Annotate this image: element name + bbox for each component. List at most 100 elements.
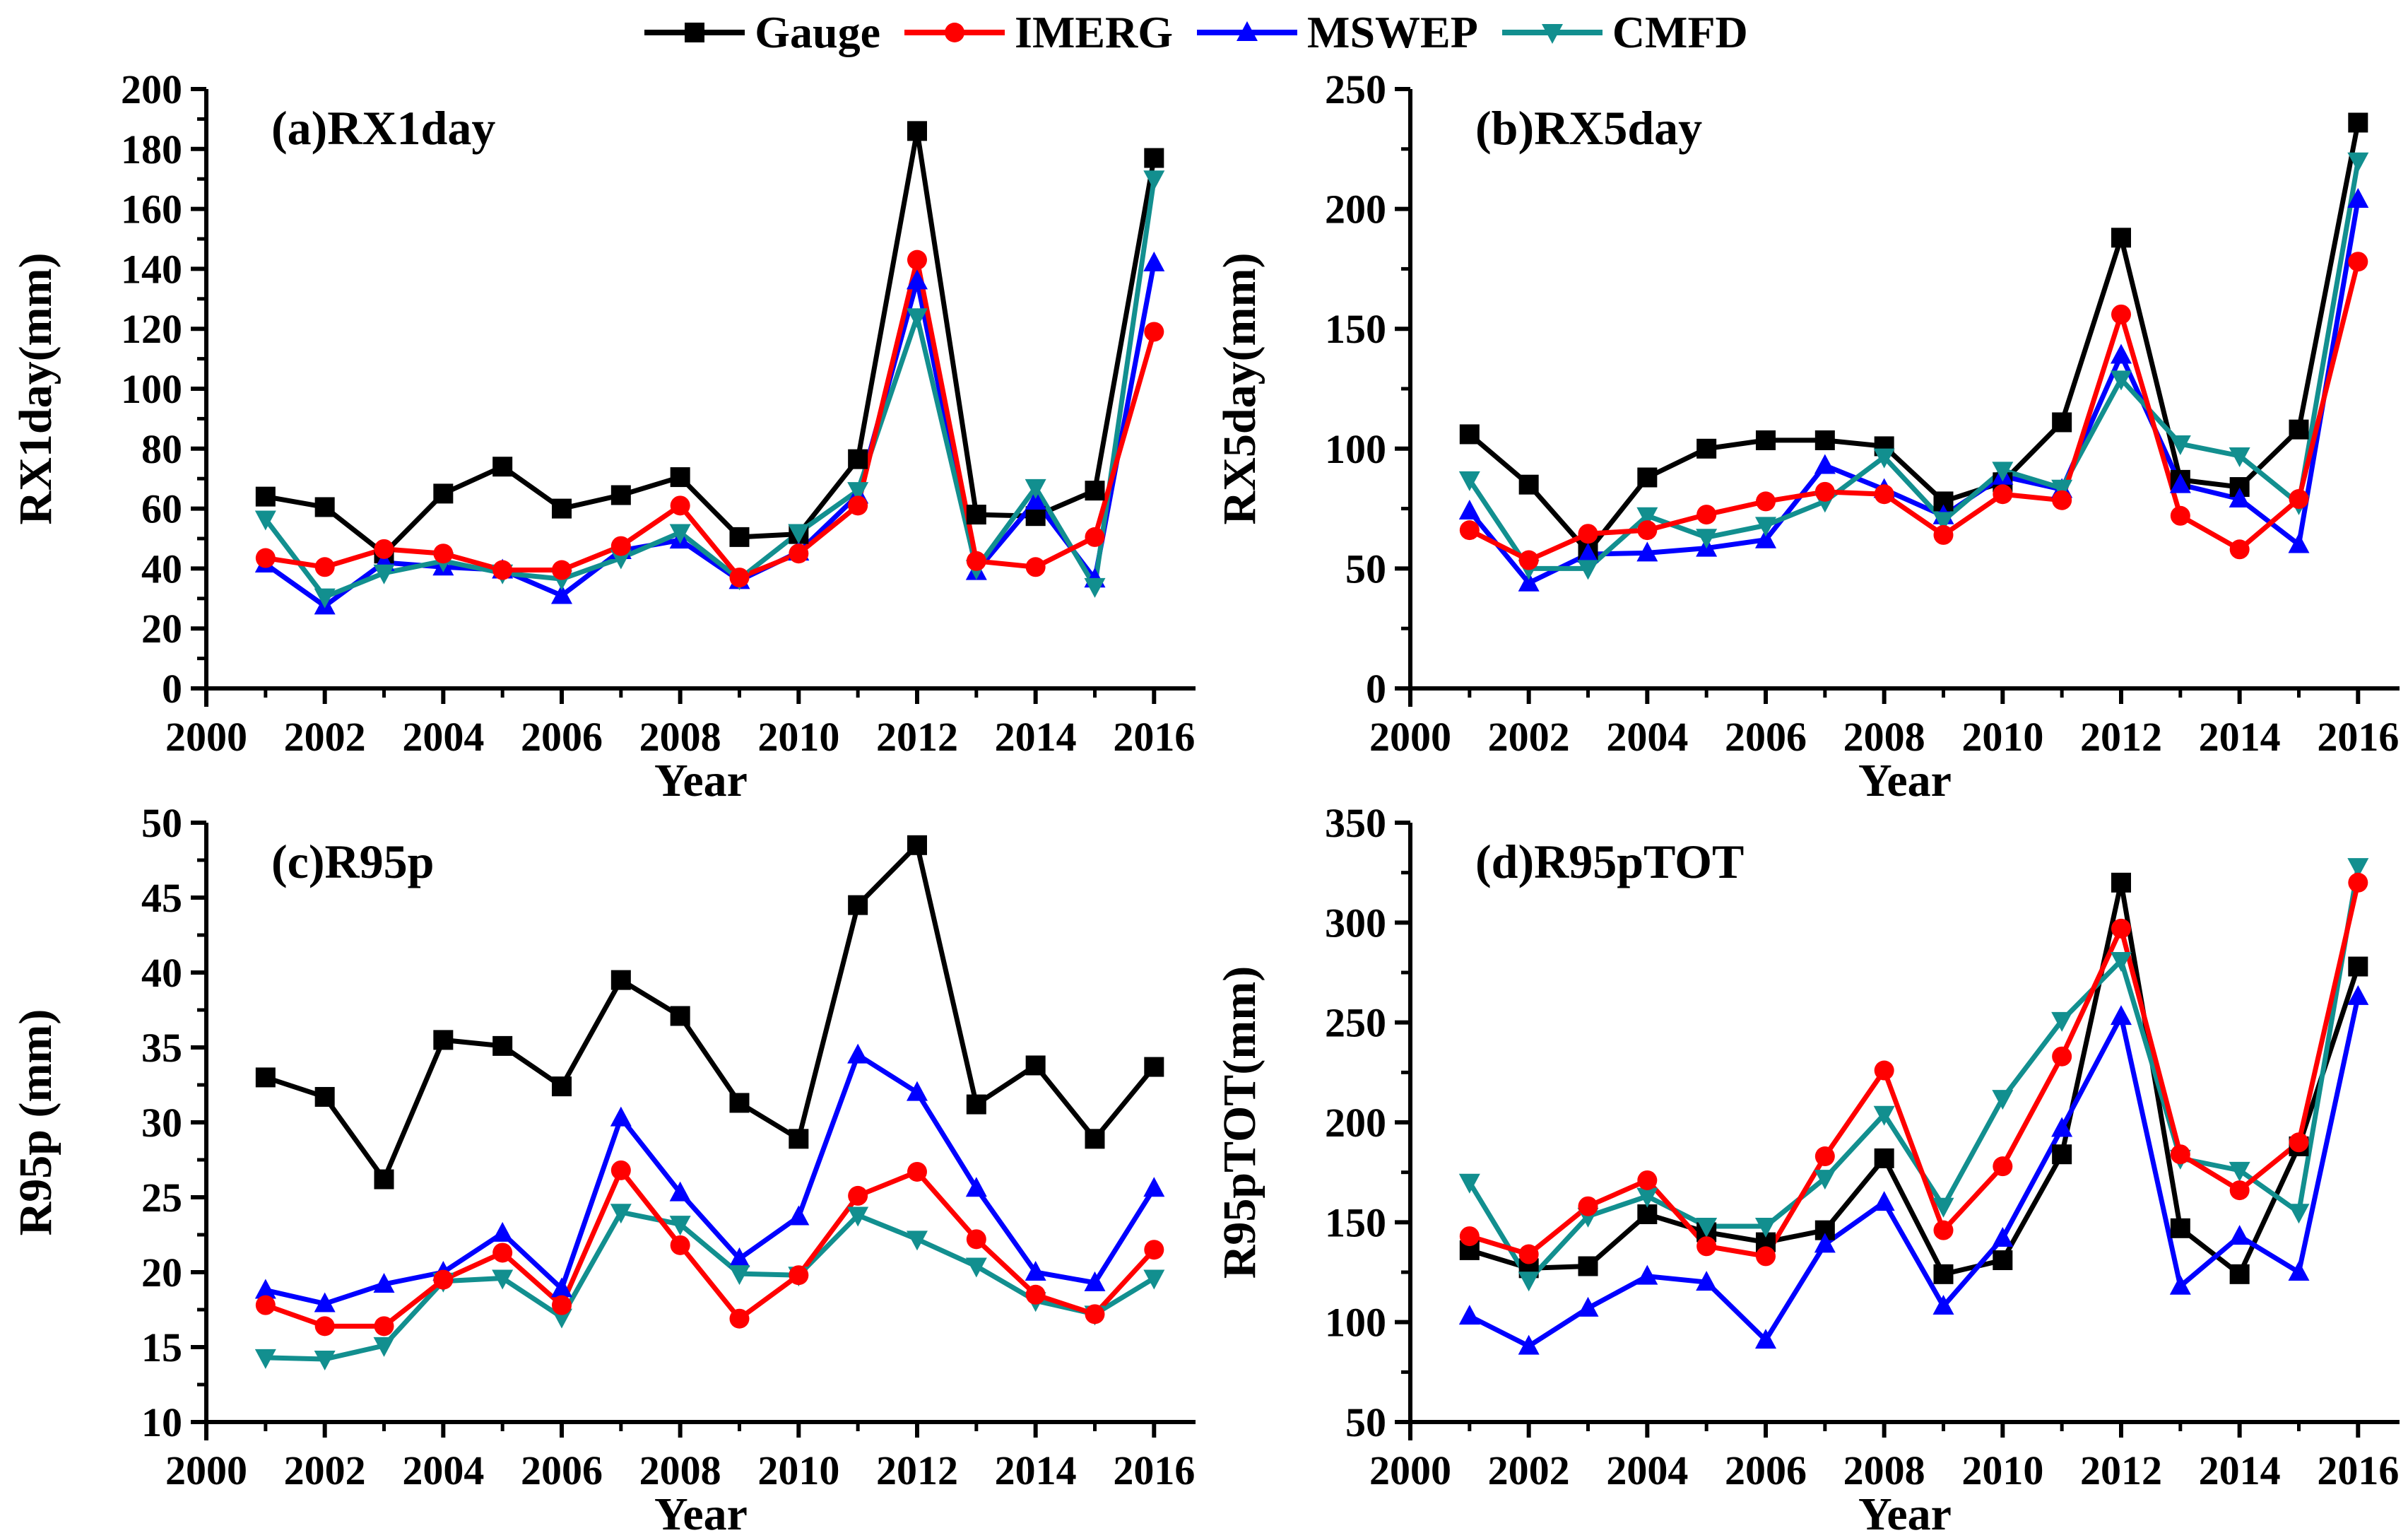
gauge-legend-glyph [685, 23, 705, 42]
x-tick-label: 2004 [1606, 1447, 1688, 1493]
x-tick-label: 2008 [639, 714, 721, 760]
mswep-marker-2015 [1084, 1271, 1106, 1291]
y-tick-label: 180 [121, 127, 182, 172]
mswep-legend-marker-icon [1197, 21, 1298, 41]
cmfd-marker-2012 [906, 1230, 928, 1251]
mswep-marker-2012 [906, 269, 928, 290]
imerg-marker-2015 [2289, 1132, 2309, 1153]
cmfd-marker-2005 [492, 1269, 514, 1290]
imerg-marker-2010 [789, 544, 809, 564]
gauge-marker-2009 [1933, 1264, 1954, 1284]
y-tick-label: 30 [141, 1100, 182, 1146]
x-tick-label: 2006 [1725, 714, 1807, 760]
gauge-marker-2005 [492, 1035, 513, 1056]
cmfd-marker-2001 [1458, 1173, 1480, 1194]
imerg-marker-2012 [2111, 304, 2131, 324]
gauge-marker-2012 [907, 835, 927, 855]
x-tick-label: 2016 [1113, 1447, 1195, 1493]
x-ticks: 2000 2002 2004 2006 2008 2010 2012 2014 2016 [165, 688, 1195, 760]
cmfd-marker-2007 [1814, 1170, 1836, 1190]
gauge-marker-2006 [1755, 430, 1776, 450]
y-tick-label: 40 [141, 950, 182, 996]
x-tick-label: 2012 [2080, 714, 2162, 760]
y-tick-label: 350 [1325, 800, 1386, 846]
x-ticks: 2000 2002 2004 2006 2008 2010 2012 2014 2016 [1369, 688, 2399, 760]
mswep-marker-2011 [847, 1043, 869, 1064]
cmfd-line [264, 178, 1157, 600]
imerg-marker-2001 [1459, 520, 1480, 541]
gauge-marker-2009 [729, 527, 750, 547]
mswep-marker-2006 [550, 584, 572, 604]
panel-label: (c)R95p [271, 835, 434, 888]
cmfd-marker-2008 [1873, 1105, 1895, 1126]
mswep-marker-2007 [610, 1106, 632, 1127]
x-tick-label: 2002 [1488, 714, 1570, 760]
chart-panel-a-rx1day: 2000 2002 2004 2006 2008 2010 2012 2014 2016 0 20 4… [0, 65, 1204, 799]
x-tick-label: 2002 [284, 714, 366, 760]
chart-panel-b-rx5day: 2000 2002 2004 2006 2008 2010 2012 2014 2016 0 50 1… [1204, 65, 2408, 799]
y-tick-label: 0 [1366, 666, 1386, 712]
imerg-marker-2016 [2348, 252, 2368, 272]
gauge-line [1468, 122, 2361, 556]
imerg-line [1468, 261, 2361, 563]
cmfd-marker-2004 [1636, 507, 1658, 527]
x-tick-label: 2010 [757, 1447, 839, 1493]
mswep-marker-2008 [669, 1181, 691, 1202]
gauge-marker-2005 [492, 457, 513, 477]
cmfd-marker-2010 [1992, 1090, 2014, 1110]
x-ticks: 2000 2002 2004 2006 2008 2010 2012 2014 2016 [165, 1422, 1195, 1493]
imerg-marker-2011 [2052, 1046, 2072, 1067]
imerg-marker-2012 [2111, 918, 2131, 939]
y-tick-label: 200 [1325, 187, 1386, 233]
x-tick-label: 2012 [876, 714, 958, 760]
gauge-marker-2003 [1578, 1256, 1598, 1276]
imerg-marker-2006 [551, 1295, 572, 1315]
imerg-marker-2011 [848, 1185, 868, 1206]
imerg-marker-2004 [1637, 520, 1658, 541]
chart-panel-c-r95p: 2000 2002 2004 2006 2008 2010 2012 2014 2016 10 15… [0, 799, 1204, 1532]
imerg-marker-2004 [433, 544, 454, 564]
gauge-marker-2004 [433, 483, 454, 504]
panel-label: (d)R95pTOT [1475, 835, 1744, 888]
gauge-line [264, 840, 1157, 1185]
mswep-marker-2013 [2169, 1274, 2191, 1295]
y-tick-label: 300 [1325, 900, 1386, 946]
imerg-marker-2001 [255, 548, 276, 568]
gauge-marker-2001 [1459, 424, 1480, 445]
cmfd-marker-2012 [2110, 952, 2132, 973]
y-ticks: 0 50 100 150 200 250 [1325, 66, 1410, 712]
mswep-marker-2010 [788, 1205, 810, 1226]
gauge-marker-2006 [551, 1076, 572, 1097]
cmfd-marker-2002 [1518, 1271, 1540, 1292]
gauge-marker-2006 [551, 498, 572, 519]
cmfd-marker-2016 [1143, 170, 1165, 191]
imerg-marker-2008 [1874, 1060, 1894, 1081]
x-axis-title: Year [654, 755, 748, 799]
gauge-marker-2002 [314, 1086, 335, 1107]
cmfd-marker-2008 [1873, 448, 1895, 469]
gauge-marker-2008 [1874, 1148, 1894, 1168]
gauge-markers [255, 121, 1164, 564]
cmfd-marker-2001 [254, 1349, 276, 1369]
mswep-line [1468, 199, 2361, 587]
cmfd-marker-2016 [2347, 152, 2369, 172]
x-axis-title: Year [1858, 1488, 1952, 1532]
imerg-marker-2007 [610, 536, 631, 556]
x-tick-label: 2010 [1961, 1447, 2043, 1493]
gauge-marker-2015 [1085, 481, 1105, 501]
mswep-marker-2006 [1754, 1329, 1776, 1349]
x-tick-label: 2010 [757, 714, 839, 760]
cmfd-markers [1458, 152, 2369, 580]
gauge-marker-2012 [907, 121, 927, 141]
cmfd-marker-2005 [1696, 529, 1718, 549]
x-tick-label: 2002 [1488, 1447, 1570, 1493]
imerg-marker-2013 [966, 1229, 986, 1250]
imerg-line [265, 259, 1157, 581]
mswep-marker-2004 [1636, 541, 1658, 562]
gauge-marker-2005 [1696, 438, 1717, 459]
y-tick-label: 150 [1325, 306, 1386, 352]
gauge-marker-2016 [2348, 112, 2368, 133]
cmfd-marker-2014 [1025, 478, 1046, 499]
cmfd-marker-2006 [1754, 1217, 1776, 1238]
x-tick-label: 2012 [2080, 1447, 2162, 1493]
